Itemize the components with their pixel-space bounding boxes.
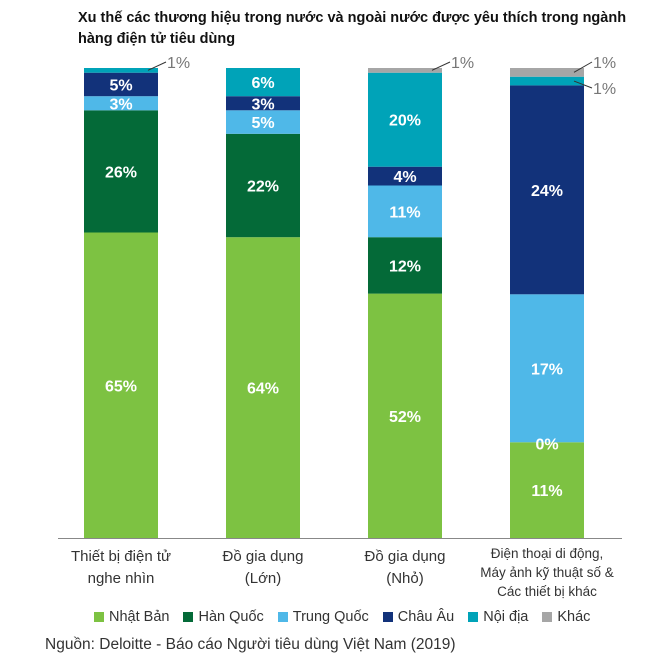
bar-segment <box>368 72 442 167</box>
data-label: 6% <box>251 75 274 92</box>
callout-label: 1% <box>593 55 616 72</box>
data-label: 22% <box>247 179 279 196</box>
bar-segment <box>510 294 584 443</box>
bar-segment <box>510 442 584 538</box>
data-label: 3% <box>109 96 132 113</box>
legend-label: Châu Âu <box>397 609 455 625</box>
bar-segment <box>84 232 158 538</box>
category-label-line: Máy ảnh kỹ thuật số & <box>480 565 614 580</box>
legend-label: Nội địa <box>483 609 529 625</box>
legend-item: Nhật Bản <box>94 609 169 625</box>
bar-segment <box>368 237 442 294</box>
data-label: 17% <box>531 361 563 378</box>
data-label: 24% <box>531 183 563 200</box>
callout-line <box>147 61 167 71</box>
category-label-line: nghe nhìn <box>87 570 155 587</box>
bar-segment <box>510 85 584 295</box>
category-label-line: Các thiết bị khác <box>497 584 597 599</box>
callout-label: 1% <box>451 55 474 72</box>
bar-segment <box>84 110 158 233</box>
legend-label: Khác <box>557 609 591 625</box>
legend-swatch <box>94 612 104 622</box>
legend-swatch <box>183 612 194 622</box>
bar-segment <box>226 133 300 238</box>
data-label: 20% <box>389 113 421 130</box>
category-label-line: Đồ gia dụng <box>222 548 304 565</box>
data-label: 12% <box>389 258 421 275</box>
category-label-line: (Lớn) <box>244 570 282 587</box>
legend-swatch <box>542 612 553 622</box>
category-label-line: Đồ gia dụng <box>364 548 446 565</box>
bar-segment <box>368 166 442 186</box>
bar-segment <box>226 68 300 97</box>
bar-segment <box>226 237 300 538</box>
callout-line <box>431 61 451 71</box>
callout-line <box>573 80 593 89</box>
legend-item: Hàn Quốc <box>183 609 264 625</box>
data-label: 65% <box>105 378 137 395</box>
bar-segment <box>226 110 300 134</box>
data-label: 4% <box>393 169 416 186</box>
category-label: Đồ gia dụng (Lớn) <box>188 546 338 590</box>
category-label-line: Thiết bị điện tử <box>70 548 172 565</box>
bar-segment <box>510 68 584 77</box>
bar-segment <box>84 96 158 111</box>
legend-label: Hàn Quốc <box>198 609 264 625</box>
legend-label: Trung Quốc <box>292 609 369 625</box>
legend-item: Trung Quốc <box>277 609 369 625</box>
bar-segment <box>84 68 158 73</box>
callout-label: 1% <box>167 55 190 72</box>
bar-segment <box>368 185 442 238</box>
data-label: 52% <box>389 409 421 426</box>
legend-swatch <box>382 612 393 622</box>
bar-segment <box>368 68 442 73</box>
bar-segment <box>510 76 584 86</box>
source-note: Nguồn: Deloitte - Báo cáo Người tiêu dùn… <box>45 636 456 653</box>
data-label: 11% <box>389 204 420 221</box>
bar-segment <box>84 72 158 97</box>
data-label: 26% <box>105 164 137 181</box>
data-label: 64% <box>247 381 279 398</box>
chart-title: Xu thế các thương hiệu trong nước và ngo… <box>78 10 627 47</box>
category-label-line: Điện thoại di động, <box>490 546 604 561</box>
callout-label: 1% <box>593 81 616 98</box>
callout-line <box>573 61 593 73</box>
category-label: Thiết bị điện tử nghe nhìn <box>46 546 196 590</box>
data-label: 3% <box>251 96 274 113</box>
bar-segment <box>368 293 442 538</box>
bar-segment <box>226 96 300 111</box>
category-label: Đồ gia dụng (Nhỏ) <box>330 546 480 590</box>
category-label: Điện thoại di động, Máy ảnh kỹ thuật số &… <box>462 544 632 601</box>
category-label-line: (Nhỏ) <box>386 570 424 587</box>
legend-item: Nội địa <box>468 609 528 625</box>
legend-label: Nhật Bản <box>109 609 170 625</box>
legend-item: Châu Âu <box>382 609 455 625</box>
legend-swatch <box>277 612 288 622</box>
legend-item: Khác <box>542 609 590 625</box>
data-label: 5% <box>109 77 132 94</box>
data-label: 5% <box>251 115 274 132</box>
legend-swatch <box>468 612 479 622</box>
legend: Nhật Bản Hàn Quốc Trung Quốc Châu Âu Nội địa… <box>94 609 590 625</box>
data-label: 11% <box>531 483 562 500</box>
data-label: 0% <box>535 436 558 453</box>
